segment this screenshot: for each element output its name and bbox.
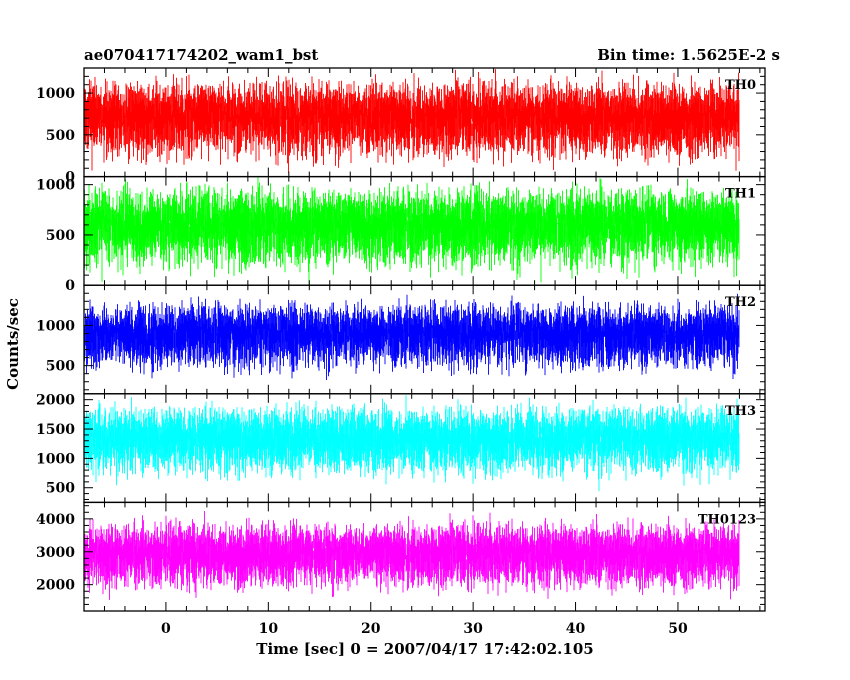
y-tick-label: 4000: [36, 512, 75, 528]
x-tick-label: 40: [566, 621, 586, 637]
panel-label-th3: TH3: [725, 404, 756, 419]
lightcurve-th1: [83, 176, 740, 285]
y-axis-label: Counts/sec: [4, 298, 22, 390]
panel-th0123: 2000 3000 4000 TH0123: [36, 501, 766, 612]
y-tick-label: 1000: [36, 86, 75, 102]
y-tick-label: 2000: [36, 578, 75, 594]
panel-th1: 0 500 1000 TH1: [36, 175, 766, 294]
y-tick-label: 500: [46, 228, 75, 244]
x-tick-label: 0: [161, 621, 171, 637]
y-tick-label: 1000: [36, 451, 75, 467]
panels-group: 0 500 1000 TH0 0 500 1000 TH1 500 1000 TH2 500 1000 1…: [36, 67, 766, 612]
panel-th0: 0 500 1000 TH0: [36, 67, 766, 186]
chart-title-right: Bin time: 1.5625E-2 s: [597, 46, 780, 64]
y-tick-label: 2000: [36, 393, 75, 409]
y-tick-label: 1000: [36, 178, 75, 194]
y-tick-label: 0: [65, 170, 75, 186]
y-tick-label: 500: [46, 128, 75, 144]
lightcurve-th0: [83, 69, 740, 173]
panel-label-th1: TH1: [725, 187, 756, 202]
panel-frame: [83, 501, 766, 612]
chart-title-left: ae070417174202_wam1_bst: [84, 46, 318, 64]
lightcurve-th0123: [83, 511, 740, 600]
lightcurve-th2: [83, 293, 740, 380]
panel-label-th0123: TH0123: [698, 512, 756, 527]
x-axis: 0 10 20 30 40 50: [161, 621, 688, 637]
y-tick-label: 500: [46, 481, 75, 497]
x-tick-label: 30: [463, 621, 483, 637]
y-tick-label: 1000: [36, 318, 75, 334]
y-tick-label: 3000: [36, 545, 75, 561]
lightcurve-th3: [83, 395, 740, 492]
x-tick-label: 10: [259, 621, 279, 637]
y-tick-label: 500: [46, 359, 75, 375]
x-tick-label: 20: [361, 621, 381, 637]
panel-th3: 500 1000 1500 2000 TH3: [36, 393, 766, 504]
y-tick-label: 0: [65, 278, 75, 294]
panel-th2: 500 1000 TH2: [36, 284, 766, 395]
x-tick-label: 50: [668, 621, 688, 637]
panel-label-th2: TH2: [725, 295, 756, 310]
x-axis-label: Time [sec] 0 = 2007/04/17 17:42:02.105: [256, 640, 593, 658]
y-tick-label: 1500: [36, 422, 75, 438]
panel-label-th0: TH0: [725, 78, 756, 93]
